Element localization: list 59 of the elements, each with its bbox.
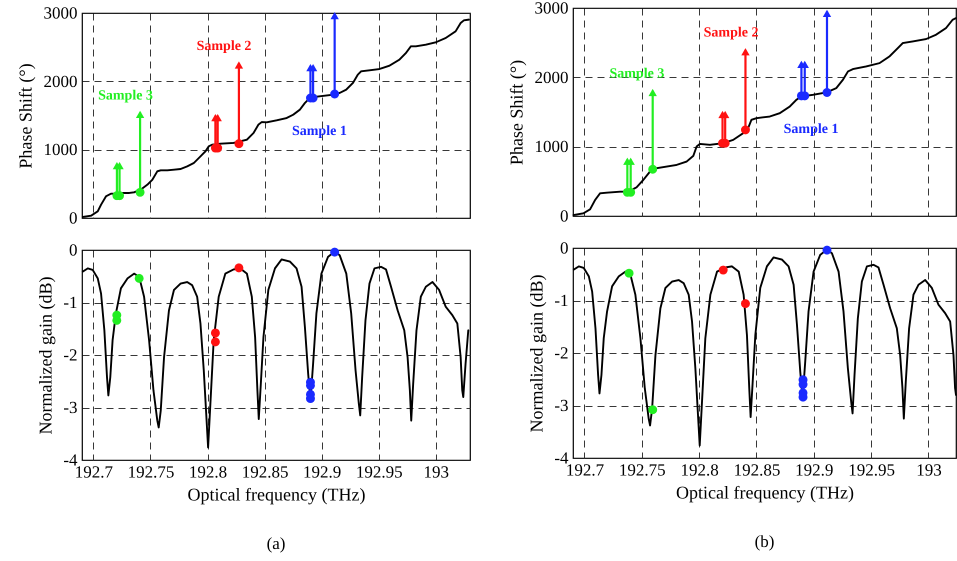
x-axis-title: Optical frequency (THz): [676, 482, 854, 502]
series-label: Sample 1: [292, 124, 347, 140]
y-tick-label: -3: [63, 398, 78, 417]
y-tick-label: -2: [63, 346, 78, 364]
y-tick-label: 2000: [534, 68, 568, 87]
x-tick-label: 192.75: [128, 462, 174, 482]
series-label: Sample 1: [784, 122, 838, 137]
x-tick-label: 193: [424, 462, 450, 482]
point: [234, 139, 244, 148]
y-axis-title: Phase Shift (°): [16, 63, 36, 169]
text: Sample 3: [98, 88, 153, 104]
text: (a): [266, 534, 286, 553]
x-tick-label: 192.95: [356, 462, 403, 482]
y-axis-title: Normalized gain (dB): [35, 276, 56, 434]
point: [648, 164, 658, 174]
x-tick-label: 192.85: [242, 462, 288, 482]
x-tick-label: 193: [916, 460, 942, 480]
y-axis-title: Normalized gain (dB): [526, 274, 546, 432]
text: (b): [754, 532, 774, 551]
text: Sample 2: [196, 39, 252, 54]
x-tick-label: 192.8: [188, 462, 228, 482]
y-tick-label: -2: [554, 344, 568, 362]
point: [648, 405, 658, 414]
y-tick-label: -4: [63, 450, 78, 470]
y-tick-label: 3000: [534, 0, 568, 18]
x-tick-label: 192.95: [848, 460, 896, 480]
x-tick-label: 192.8: [680, 460, 719, 480]
y-tick-label: 0: [560, 238, 568, 258]
point: [136, 188, 145, 197]
point: [822, 88, 832, 97]
y-tick-label: 2000: [44, 72, 78, 91]
x-tick-label: 192.85: [734, 460, 780, 480]
point: [234, 263, 244, 272]
y-tick-label: -3: [554, 396, 568, 415]
y-tick-label: 1000: [44, 140, 78, 160]
x-tick-label: 192.9: [795, 460, 834, 480]
y-tick-label: 0: [69, 240, 78, 260]
x-axis-title: Optical frequency (THz): [188, 484, 366, 504]
point: [740, 125, 750, 134]
y-tick-label: -1: [554, 291, 568, 310]
y-axis-title: Phase Shift (°): [506, 60, 526, 166]
y-tick-label: -4: [554, 448, 569, 468]
point: [718, 266, 728, 275]
y-tick-label: 1000: [534, 137, 568, 156]
point: [624, 268, 634, 278]
x-tick-label: 192.9: [303, 462, 342, 482]
x-tick-label: 192.75: [618, 460, 666, 480]
point: [330, 248, 340, 257]
point: [210, 328, 220, 338]
text: Sample 2: [704, 26, 758, 41]
y-tick-label: 0: [69, 208, 78, 228]
point: [134, 274, 144, 283]
point: [822, 246, 832, 255]
point: [740, 299, 750, 308]
y-tick-label: 0: [560, 206, 568, 226]
y-tick-label: 3000: [44, 4, 78, 22]
point: [330, 90, 340, 98]
point: [210, 337, 220, 346]
y-tick-label: -1: [63, 293, 78, 312]
